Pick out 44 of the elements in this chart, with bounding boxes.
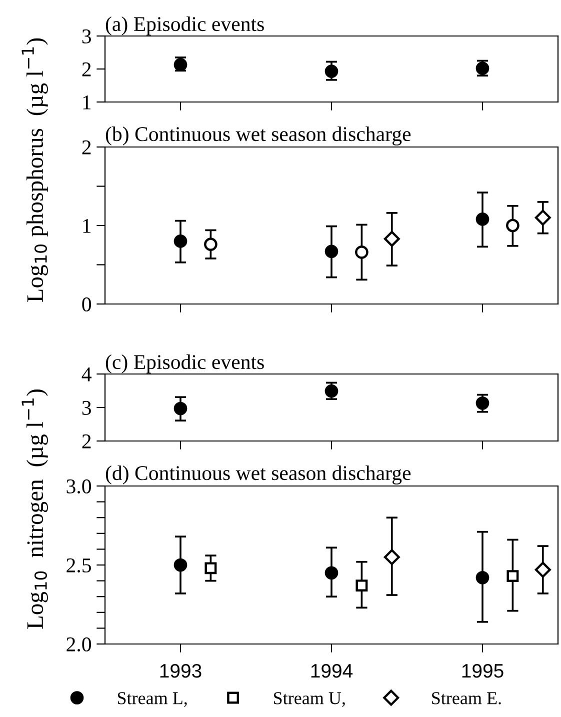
x-tick-label: 1993 xyxy=(160,664,202,678)
point xyxy=(174,402,188,416)
legend-label: Stream E. xyxy=(432,692,501,704)
legend-label: Stream L, xyxy=(118,692,187,707)
y-tick-label: 2 xyxy=(82,62,91,76)
point xyxy=(534,562,551,578)
y-tick-label: 3 xyxy=(82,400,91,415)
point xyxy=(476,396,490,410)
y-tick-label: 2 xyxy=(82,434,91,448)
chart-title: (a) Episodic events xyxy=(106,16,264,36)
point xyxy=(204,562,217,574)
point xyxy=(384,549,400,566)
y-tick-label: 1 xyxy=(83,218,91,233)
point xyxy=(506,570,519,582)
point xyxy=(324,384,338,398)
y-tick-label: 4 xyxy=(82,368,92,382)
point xyxy=(355,246,368,259)
point xyxy=(324,64,338,78)
y-tick-label: 2 xyxy=(82,140,91,154)
y-axis-title: Log$_{10}$ phosphorus (µg l$^{−1}$) xyxy=(22,38,48,302)
y-tick-label: 0 xyxy=(82,297,92,312)
y-tick-label: 2.5 xyxy=(66,558,91,573)
point xyxy=(204,238,218,252)
chart-title: (d) Continuous wet season discharge xyxy=(106,465,411,484)
y-tick-label: 3 xyxy=(82,29,91,44)
chart-title: (b) Continuous wet season discharge xyxy=(106,126,411,146)
point xyxy=(174,558,188,572)
point xyxy=(506,218,520,232)
point xyxy=(476,212,490,226)
point xyxy=(356,580,368,592)
chart-title: (c) Episodic events xyxy=(106,354,264,374)
y-axis-title: Log$_{10}$ nitrogen (µg l$^{−1}$) xyxy=(22,390,48,629)
y-tick-label: 3.0 xyxy=(66,479,92,494)
point xyxy=(174,234,188,248)
y-tick-label: 1 xyxy=(83,95,91,110)
point xyxy=(476,570,490,584)
point xyxy=(534,210,551,226)
point xyxy=(324,244,338,258)
point xyxy=(324,566,338,580)
legend-label: Stream U, xyxy=(274,692,345,707)
y-tick-label: 2.0 xyxy=(66,637,92,652)
x-tick-label: 1994 xyxy=(311,664,353,678)
point xyxy=(384,230,400,247)
x-tick-label: 1995 xyxy=(462,664,504,678)
